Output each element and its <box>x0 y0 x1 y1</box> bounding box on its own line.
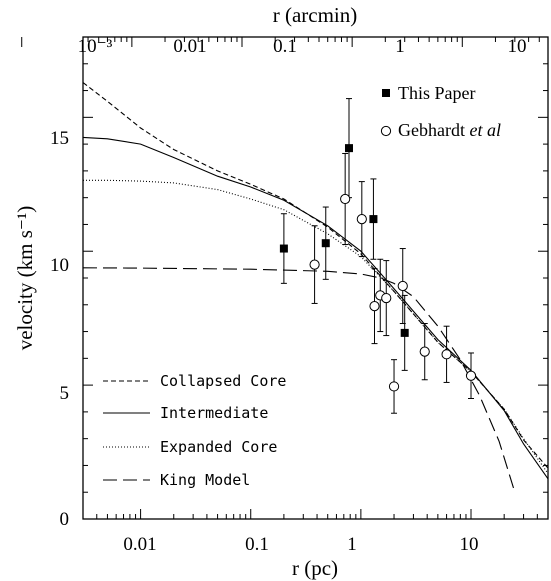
legend-expanded-core-label: Expanded Core <box>160 438 277 456</box>
gebhardt-point <box>369 301 380 312</box>
this-paper-point <box>400 328 409 337</box>
legend-open-circle-marker <box>380 125 392 137</box>
y-tick-label: 5 <box>60 383 70 404</box>
error-bars <box>280 98 475 414</box>
this-paper-point <box>344 144 353 153</box>
legend-gebhardt-label: Gebhardt et al <box>398 120 501 140</box>
y-axis-title: velocity (km s⁻¹) <box>13 206 37 351</box>
curve-collapsed-core <box>83 82 548 469</box>
legend-this-paper-label: This Paper <box>398 83 475 103</box>
gebhardt-point <box>356 213 367 225</box>
x2-tick-label: 1 <box>395 36 405 57</box>
x-tick-label: 0.01 <box>123 534 156 555</box>
x-tick-label: 10 <box>460 534 479 555</box>
this-paper-point <box>321 239 330 248</box>
x-tick-label: 1 <box>347 534 357 555</box>
plot-frame <box>82 36 549 520</box>
this-paper-point <box>369 215 378 224</box>
gebhardt-point <box>441 349 452 360</box>
x-axis-title: r (pc) <box>292 556 338 580</box>
gebhardt-point <box>381 292 392 304</box>
axis-ticks <box>21 36 549 520</box>
x2-tick-label: 10 <box>508 36 527 57</box>
y-tick-label: 10 <box>50 255 69 276</box>
x2-axis-title: r (arcmin) <box>273 3 358 27</box>
curve-intermediate <box>83 136 548 480</box>
gebhardt-point <box>388 381 400 392</box>
model-curves <box>83 82 548 493</box>
data-markers <box>279 144 477 392</box>
legend-intermediate-label: Intermediate <box>160 404 268 422</box>
legend-collapsed-core-label: Collapsed Core <box>160 372 286 390</box>
this-paper-point <box>279 244 288 253</box>
curve-king-model <box>83 267 516 493</box>
gebhardt-point <box>419 346 430 357</box>
curve-expanded-core <box>83 179 548 474</box>
gebhardt-point <box>397 280 408 292</box>
gebhardt-point <box>340 193 351 205</box>
legend-king-model-label: King Model <box>160 471 250 489</box>
gebhardt-point <box>309 259 320 270</box>
y-tick-label: 0 <box>60 509 70 530</box>
x2-tick-label: 0.01 <box>173 36 206 57</box>
y-tick-label: 15 <box>50 128 69 149</box>
x-tick-label: 0.1 <box>245 534 269 555</box>
legend-filled-square-marker <box>382 89 390 97</box>
x2-tick-label: 0.1 <box>273 36 297 57</box>
gebhardt-point <box>465 370 477 381</box>
x2-tick-label: 10⁻³ <box>78 36 113 57</box>
